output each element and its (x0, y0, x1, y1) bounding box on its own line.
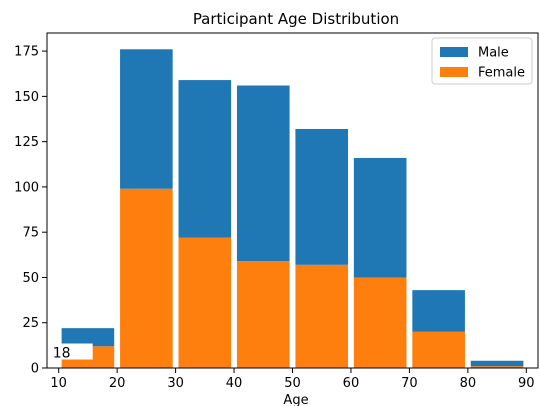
x-tick-label: 90 (518, 376, 535, 391)
bar-female-40-50 (236, 261, 290, 368)
chart-title: Participant Age Distribution (193, 10, 399, 28)
bar-male-20-30 (120, 49, 173, 189)
y-tick-label: 175 (14, 45, 39, 60)
y-tick-label: 25 (22, 316, 39, 331)
x-tick-label: 30 (167, 376, 184, 391)
bar-female-80-90 (470, 366, 524, 368)
legend: Male Female (431, 37, 533, 85)
y-tick-label: 75 (22, 226, 39, 241)
bars-group (61, 49, 524, 368)
y-tick-label: 50 (22, 271, 39, 286)
legend-label-male: Male (478, 46, 509, 61)
bar-male-80-90 (470, 360, 524, 367)
annotation-label: 18 (53, 346, 71, 362)
y-tick-label: 0 (31, 362, 39, 377)
bar-male-70-80 (412, 290, 465, 332)
y-tick-label: 125 (14, 135, 39, 150)
x-tick-label: 60 (343, 376, 360, 391)
y-tick-label: 100 (14, 180, 39, 195)
x-tick-label: 40 (226, 376, 243, 391)
bar-female-50-60 (295, 264, 349, 368)
x-tick-label: 80 (460, 376, 477, 391)
bar-female-30-40 (178, 237, 232, 368)
bar-male-30-40 (178, 80, 232, 238)
bar-male-40-50 (236, 85, 290, 262)
y-tick-label: 150 (14, 90, 39, 105)
bar-male-50-60 (295, 128, 349, 265)
legend-label-female: Female (478, 66, 525, 81)
bar-male-60-70 (353, 157, 407, 278)
bar-male-10-20 (61, 328, 115, 347)
bar-female-70-80 (412, 331, 465, 368)
legend-swatch-female (440, 67, 468, 77)
x-tick-label: 20 (109, 376, 126, 391)
x-tick-label: 10 (50, 376, 67, 391)
x-axis-label: Age (283, 393, 308, 406)
axes-group: 10 20 30 40 50 60 70 80 90 0 25 50 75 100 125 150 175 (14, 32, 539, 391)
legend-swatch-male (440, 47, 468, 57)
bar-female-20-30 (120, 188, 173, 368)
bar-female-60-70 (353, 277, 407, 368)
annotation-box (56, 343, 93, 360)
x-tick-label: 70 (401, 376, 418, 391)
x-tick-label: 50 (284, 376, 301, 391)
annotations-group: 18 (53, 343, 93, 362)
